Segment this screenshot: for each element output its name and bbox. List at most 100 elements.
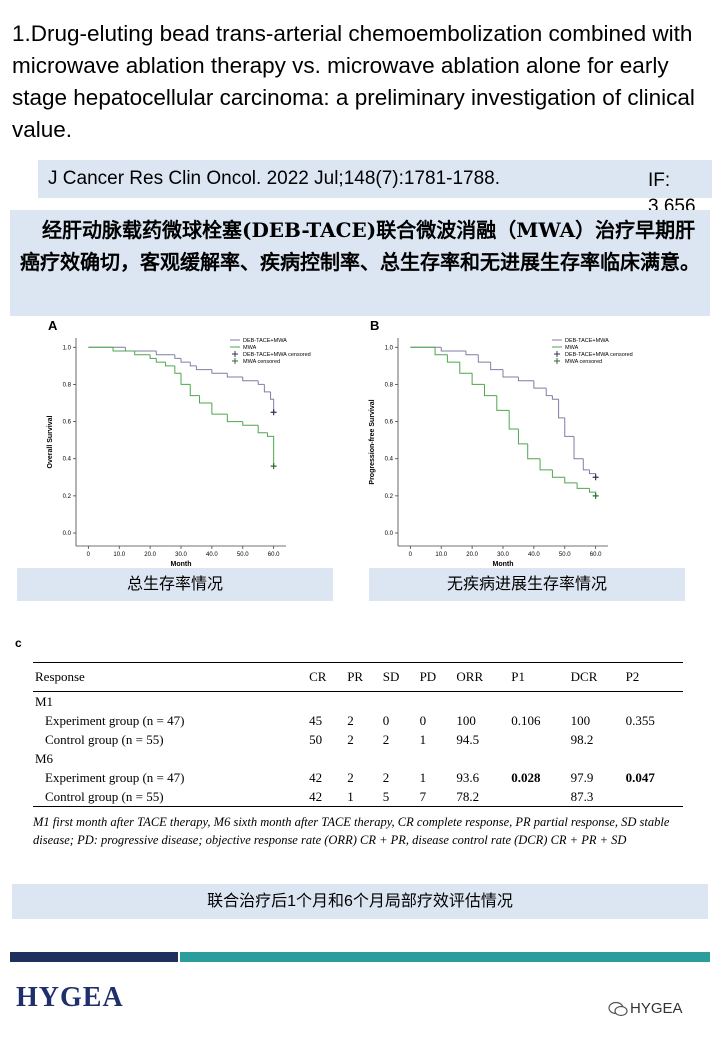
footer-line: [10, 952, 178, 962]
table-row: Control group (n = 55) 50 2 2 1 94.5 98.2: [33, 730, 683, 749]
survival-step: [180, 358, 191, 363]
column-header: SD: [380, 662, 418, 692]
wechat-icon: [608, 1001, 628, 1017]
survival-step: [471, 373, 485, 385]
km-chart: A 0.0 0.2 0.4 0.6 0.8 1.0 0 10.0 20.0 30.0 40.0 50.0…: [47, 318, 311, 568]
x-tick-label: 0: [87, 552, 91, 558]
cell: 93.6: [456, 769, 480, 785]
table-row: M6: [33, 749, 683, 768]
survival-step: [180, 373, 191, 385]
y-tick-label: 0.6: [63, 420, 72, 426]
survival-step: [477, 354, 491, 363]
cell: 1: [345, 787, 381, 807]
panel-label: B: [370, 318, 379, 333]
survival-step: [490, 362, 503, 371]
survival-step: [508, 410, 519, 430]
footer-line: [180, 952, 710, 962]
panel-label: c: [15, 636, 22, 650]
legend-symbol: [232, 351, 238, 357]
survival-step: [270, 391, 275, 413]
survival-step: [502, 369, 519, 378]
survival-step: [189, 362, 197, 367]
survival-step: [533, 380, 547, 389]
cell: 78.2: [454, 787, 510, 807]
survival-step: [174, 365, 181, 374]
cell: 94.5: [456, 731, 480, 747]
cell: 0: [419, 712, 427, 728]
cell: 2: [347, 731, 354, 747]
y-tick-label: 0.8: [63, 382, 72, 388]
legend-label: DEB-TACE+MWA censored: [565, 352, 633, 358]
x-tick-label: 60.0: [590, 552, 602, 558]
cell: Experiment group (n = 47): [45, 769, 185, 785]
survival-step: [551, 395, 559, 400]
x-tick-label: 40.0: [206, 552, 218, 558]
survival-step: [582, 458, 590, 471]
survival-step: [496, 395, 510, 411]
cell: 45: [309, 712, 323, 728]
survival-step: [564, 417, 575, 437]
survival-step: [539, 458, 553, 471]
legend-label: MWA censored: [243, 359, 280, 365]
legend-label: MWA: [565, 345, 579, 351]
cell: 0.047: [625, 769, 655, 785]
survival-step: [211, 369, 228, 374]
survival-step: [199, 395, 212, 404]
table-row: Experiment group (n = 47) 45 2 0 0 100 0.106 10…: [33, 711, 683, 730]
legend-label: DEB-TACE+MWA: [565, 338, 609, 344]
column-header: P2: [623, 662, 683, 692]
x-tick-label: 30.0: [497, 552, 509, 558]
cell: 0: [382, 712, 390, 728]
article-title: 1.Drug-eluting bead trans-arterial chemo…: [12, 21, 695, 142]
survival-step: [446, 354, 460, 363]
survival-step: [483, 384, 497, 397]
legend-symbol: [554, 358, 560, 364]
y-tick-label: 0.2: [63, 494, 72, 500]
x-tick-label: 10.0: [435, 552, 447, 558]
cell: 97.9: [570, 769, 594, 785]
y-tick-label: 0.8: [385, 382, 394, 388]
y-tick-label: 0.2: [385, 494, 394, 500]
column-header: Response: [33, 662, 308, 692]
x-axis-label: Month: [171, 561, 192, 568]
survival-step: [573, 436, 584, 460]
legend-symbol: [232, 358, 238, 364]
survival-step: [558, 399, 565, 419]
logo: HYGEA: [16, 982, 124, 1013]
survival-step: [576, 482, 590, 489]
cell: 42: [309, 769, 323, 785]
survival-step: [263, 384, 271, 393]
survival-step: [551, 469, 565, 478]
legend-label: MWA: [243, 345, 257, 351]
y-tick-label: 0.4: [385, 457, 394, 463]
x-tick-label: 0: [409, 552, 413, 558]
x-tick-label: 20.0: [466, 552, 478, 558]
censor-mark: [270, 463, 277, 470]
legend-label: DEB-TACE+MWA censored: [243, 352, 311, 358]
table-row: M1: [33, 692, 683, 712]
column-header: P1: [509, 662, 569, 692]
y-tick-label: 1.0: [385, 345, 394, 351]
x-tick-label: 50.0: [237, 552, 249, 558]
survival-step: [459, 362, 473, 374]
empty-cell: [623, 787, 683, 807]
table-panel: c Response CR PR SD PD ORR P1 DCR P2 M1 Experiment…: [15, 636, 695, 849]
cell: 50: [309, 731, 323, 747]
cell: 1: [419, 769, 427, 785]
cell: 0.355: [625, 712, 655, 728]
column-header: DCR: [568, 662, 624, 692]
survival-step: [588, 488, 597, 496]
column-header: CR: [307, 662, 346, 692]
cell: 5: [380, 787, 418, 807]
x-axis-label: Month: [493, 561, 514, 568]
survival-step: [545, 388, 553, 397]
cell: 2: [382, 769, 390, 785]
table-caption: 联合治疗后1个月和6个月局部疗效评估情况: [12, 884, 708, 919]
survival-step: [174, 354, 181, 359]
column-header: ORR: [454, 662, 510, 692]
survival-step: [211, 403, 228, 415]
survival-step: [226, 414, 243, 423]
empty-cell: [509, 787, 569, 807]
survival-step: [257, 425, 268, 434]
